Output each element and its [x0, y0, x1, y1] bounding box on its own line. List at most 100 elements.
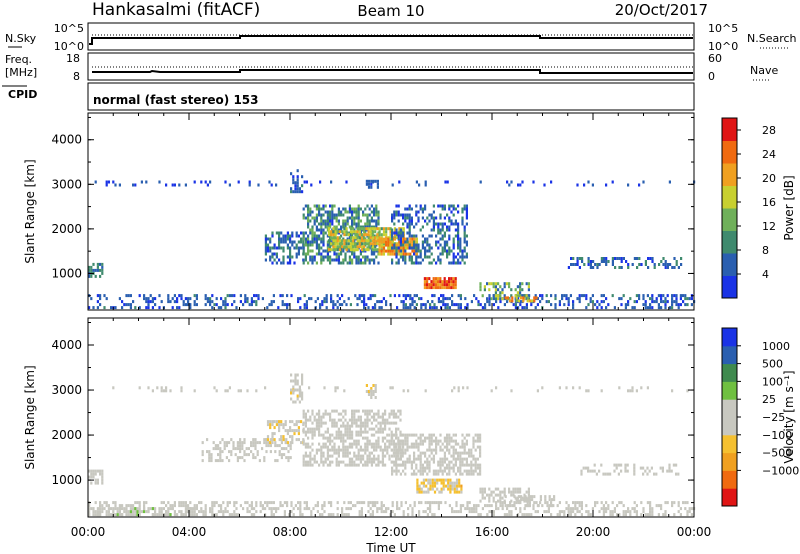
data-cell — [311, 463, 314, 467]
data-cell — [326, 448, 329, 452]
data-cell — [243, 450, 246, 454]
data-cell — [644, 260, 647, 263]
data-cell — [368, 213, 371, 217]
data-cell — [574, 507, 577, 511]
data-cell — [605, 306, 608, 310]
data-cell — [448, 280, 451, 284]
data-cell — [511, 299, 514, 303]
data-cell — [444, 501, 447, 505]
data-cell — [536, 303, 539, 307]
data-cell — [629, 513, 632, 517]
data-cell — [239, 294, 242, 298]
data-cell — [446, 436, 449, 440]
data-cell — [302, 439, 305, 443]
data-cell — [349, 303, 352, 307]
data-cell — [428, 469, 431, 473]
data-cell — [413, 249, 416, 253]
data-cell — [307, 436, 310, 440]
data-cell — [343, 242, 346, 246]
data-cell — [184, 513, 187, 517]
data-cell — [377, 409, 380, 413]
data-cell — [348, 258, 351, 262]
data-cell — [510, 490, 513, 494]
data-cell — [474, 448, 477, 452]
data-cell — [325, 300, 328, 304]
data-cell — [398, 294, 401, 298]
data-cell — [171, 306, 174, 310]
data-cell — [646, 513, 649, 517]
data-cell — [514, 306, 517, 310]
data-cell — [221, 459, 224, 463]
data-cell — [264, 507, 267, 511]
data-cell — [178, 294, 181, 298]
data-cell — [570, 257, 573, 260]
data-cell — [346, 421, 349, 425]
data-cell — [432, 222, 435, 226]
data-cell — [421, 439, 424, 443]
data-cell — [677, 472, 680, 476]
data-cell — [463, 246, 466, 250]
data-cell — [327, 239, 331, 243]
data-cell — [459, 237, 462, 241]
data-cell — [404, 255, 407, 259]
data-cell — [92, 510, 95, 514]
data-cell — [309, 418, 312, 422]
data-cell — [308, 507, 311, 511]
data-cell — [367, 233, 370, 237]
data-cell — [375, 424, 378, 428]
data-cell — [461, 457, 464, 461]
data-cell — [112, 510, 115, 514]
data-cell — [373, 427, 376, 431]
data-cell — [389, 227, 392, 231]
data-cell — [598, 303, 601, 307]
data-cell — [310, 183, 313, 187]
data-cell — [671, 501, 674, 505]
data-cell — [340, 448, 343, 452]
data-cell — [114, 504, 117, 508]
data-cell — [374, 294, 377, 298]
data-cell — [600, 463, 603, 467]
data-cell — [337, 460, 340, 464]
data-cell — [302, 454, 305, 458]
data-cell — [444, 306, 447, 310]
data-cell — [214, 459, 217, 463]
data-cell — [313, 222, 316, 226]
data-cell — [285, 438, 288, 442]
data-cell — [318, 463, 321, 467]
data-cell — [374, 242, 377, 246]
data-cell — [420, 501, 423, 505]
data-cell — [393, 294, 396, 298]
data-cell — [296, 388, 299, 392]
data-cell — [602, 507, 605, 511]
data-cell — [114, 507, 117, 511]
data-cell — [680, 263, 683, 266]
data-cell — [371, 230, 375, 234]
data-cell — [474, 466, 477, 470]
data-cell — [554, 303, 557, 307]
data-cell — [415, 213, 418, 217]
data-cell — [309, 430, 312, 434]
data-cell — [457, 510, 460, 514]
data-cell — [569, 294, 572, 298]
data-cell — [223, 441, 226, 445]
data-cell — [393, 246, 396, 250]
data-cell — [297, 252, 300, 256]
data-cell — [488, 510, 491, 514]
data-cell — [96, 294, 99, 298]
data-cell — [607, 507, 610, 511]
data-cell — [307, 463, 310, 467]
data-cell — [391, 261, 394, 265]
data-cell — [367, 510, 370, 514]
data-cell — [154, 507, 157, 511]
data-cell — [459, 469, 462, 473]
data-cell — [668, 306, 671, 310]
data-cell — [410, 246, 413, 250]
data-cell — [642, 472, 645, 476]
data-cell — [481, 496, 484, 500]
data-cell — [353, 412, 356, 416]
data-cell — [377, 457, 380, 461]
data-cell — [440, 478, 443, 482]
nsky-panel — [87, 22, 695, 51]
data-cell — [331, 222, 334, 226]
data-cell — [167, 510, 170, 514]
